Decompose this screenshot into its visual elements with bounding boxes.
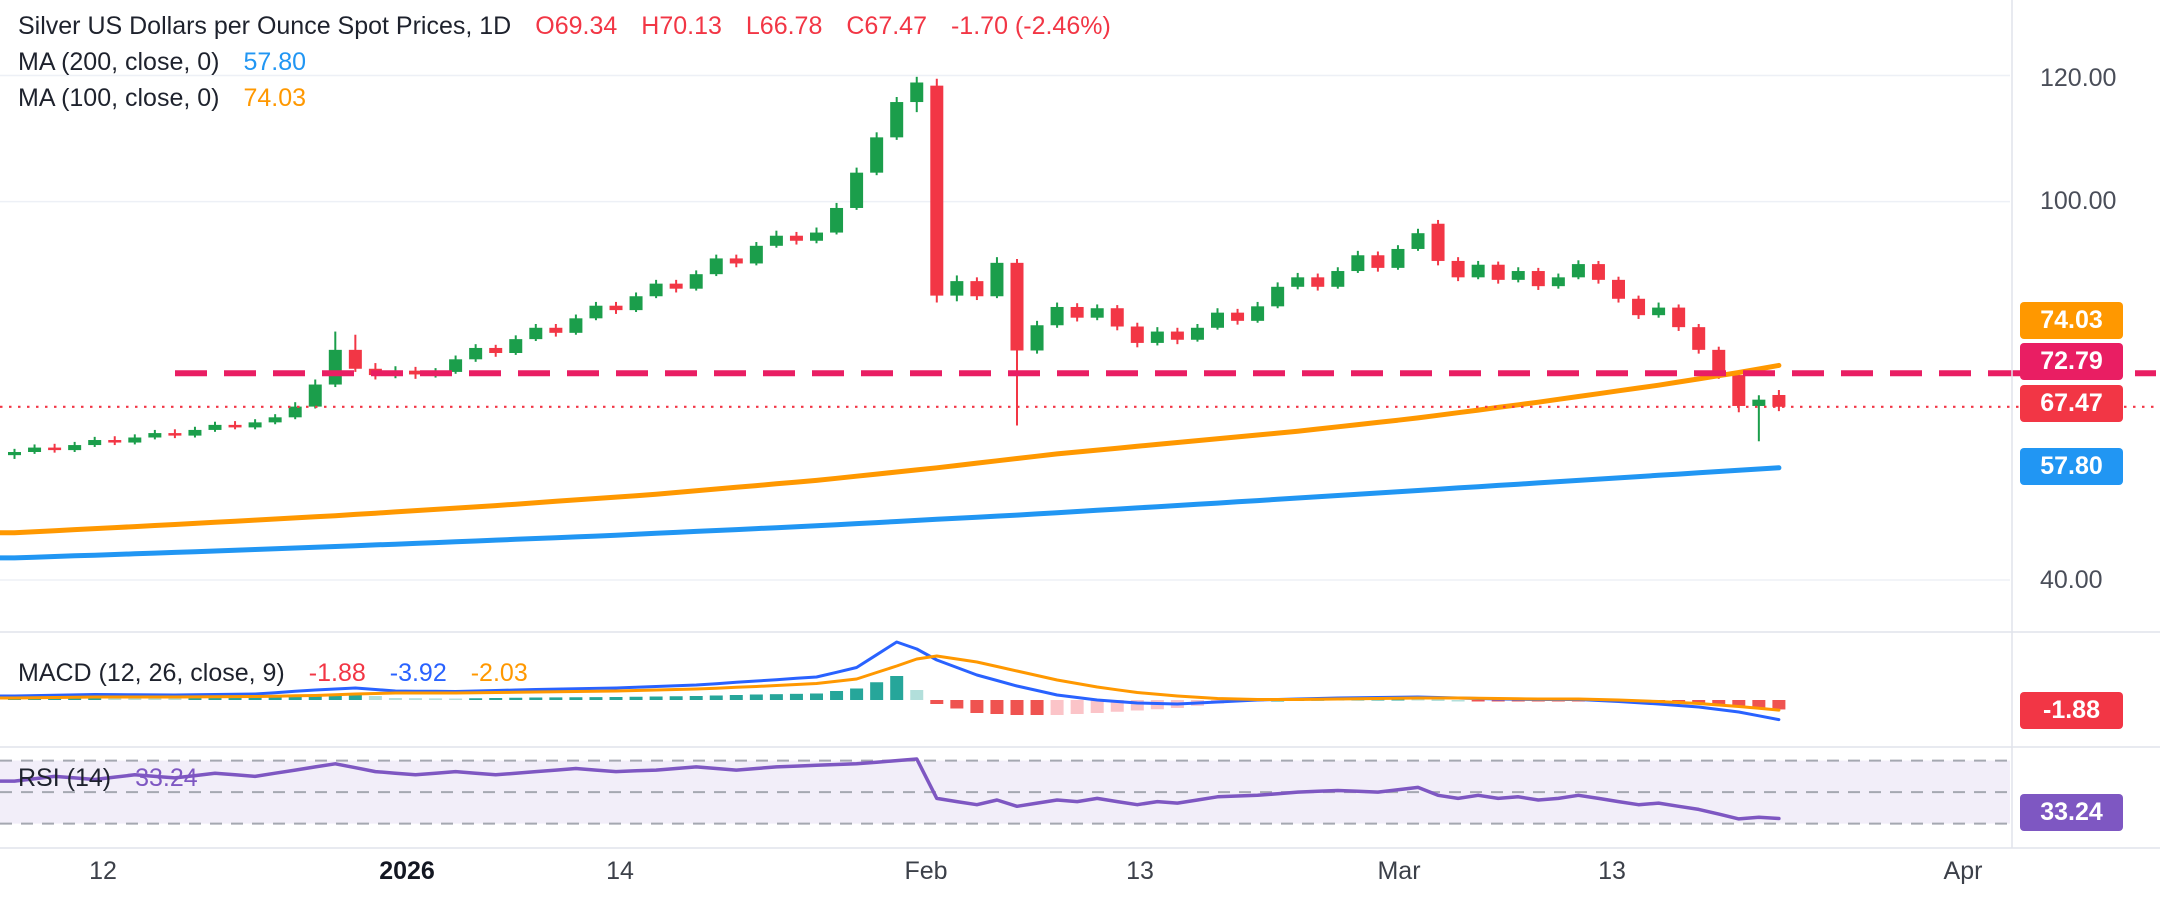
macd-label: MACD (12, 26, close, 9) [18,659,285,687]
time-axis-label: Mar [1377,857,1421,885]
rsi-legend-row[interactable]: RSI (14) 33.24 [18,760,198,796]
time-axis-label: 13 [1598,857,1626,885]
time-axis-label: Apr [1943,857,1983,885]
price-badge: 33.24 [2020,793,2123,831]
symbol-title-row[interactable]: Silver US Dollars per Ounce Spot Prices,… [18,8,1111,44]
ohlc-low: L66.78 [745,12,823,40]
time-axis-label: 2026 [379,857,435,885]
macd-legend: MACD (12, 26, close, 9) -1.88 -3.92 -2.0… [18,655,528,691]
time-axis-label: 13 [1126,857,1154,885]
ma100-legend-row[interactable]: MA (100, close, 0) 74.03 [18,80,1111,116]
price-axis-label: 40.00 [2040,566,2103,594]
price-badge: 74.03 [2020,301,2123,339]
macd-legend-row[interactable]: MACD (12, 26, close, 9) -1.88 -3.92 -2.0… [18,655,528,691]
ma200-label: MA (200, close, 0) [18,48,220,76]
ma200-value: 57.80 [243,48,307,76]
price-badge: 57.80 [2020,447,2123,485]
time-axis-label: 14 [606,857,634,885]
time-axis-label: Feb [904,857,948,885]
price-badge: -1.88 [2020,691,2123,729]
ma100-label: MA (100, close, 0) [18,84,220,112]
ma200-legend-row[interactable]: MA (200, close, 0) 57.80 [18,44,1111,80]
rsi-value: 33.24 [135,764,198,792]
rsi-legend: RSI (14) 33.24 [18,760,198,796]
rsi-label: RSI (14) [18,764,112,792]
ohlc-close: C67.47 [846,12,927,40]
macd-signal-value: -2.03 [470,659,528,687]
ma100-value: 74.03 [243,84,307,112]
price-axis-label: 100.00 [2040,187,2117,215]
macd-hist-value: -1.88 [308,659,366,687]
price-axis-label: 120.00 [2040,64,2117,92]
ohlc-open: O69.34 [535,12,618,40]
ohlc-change: -1.70 (-2.46%) [950,12,1111,40]
symbol-title: Silver US Dollars per Ounce Spot Prices,… [18,12,512,40]
symbol-legend: Silver US Dollars per Ounce Spot Prices,… [18,8,1111,116]
macd-line-value: -3.92 [389,659,447,687]
price-badge: 67.47 [2020,384,2123,422]
price-badge: 72.79 [2020,342,2123,380]
time-axis-label: 12 [89,857,117,885]
ohlc-high: H70.13 [641,12,722,40]
